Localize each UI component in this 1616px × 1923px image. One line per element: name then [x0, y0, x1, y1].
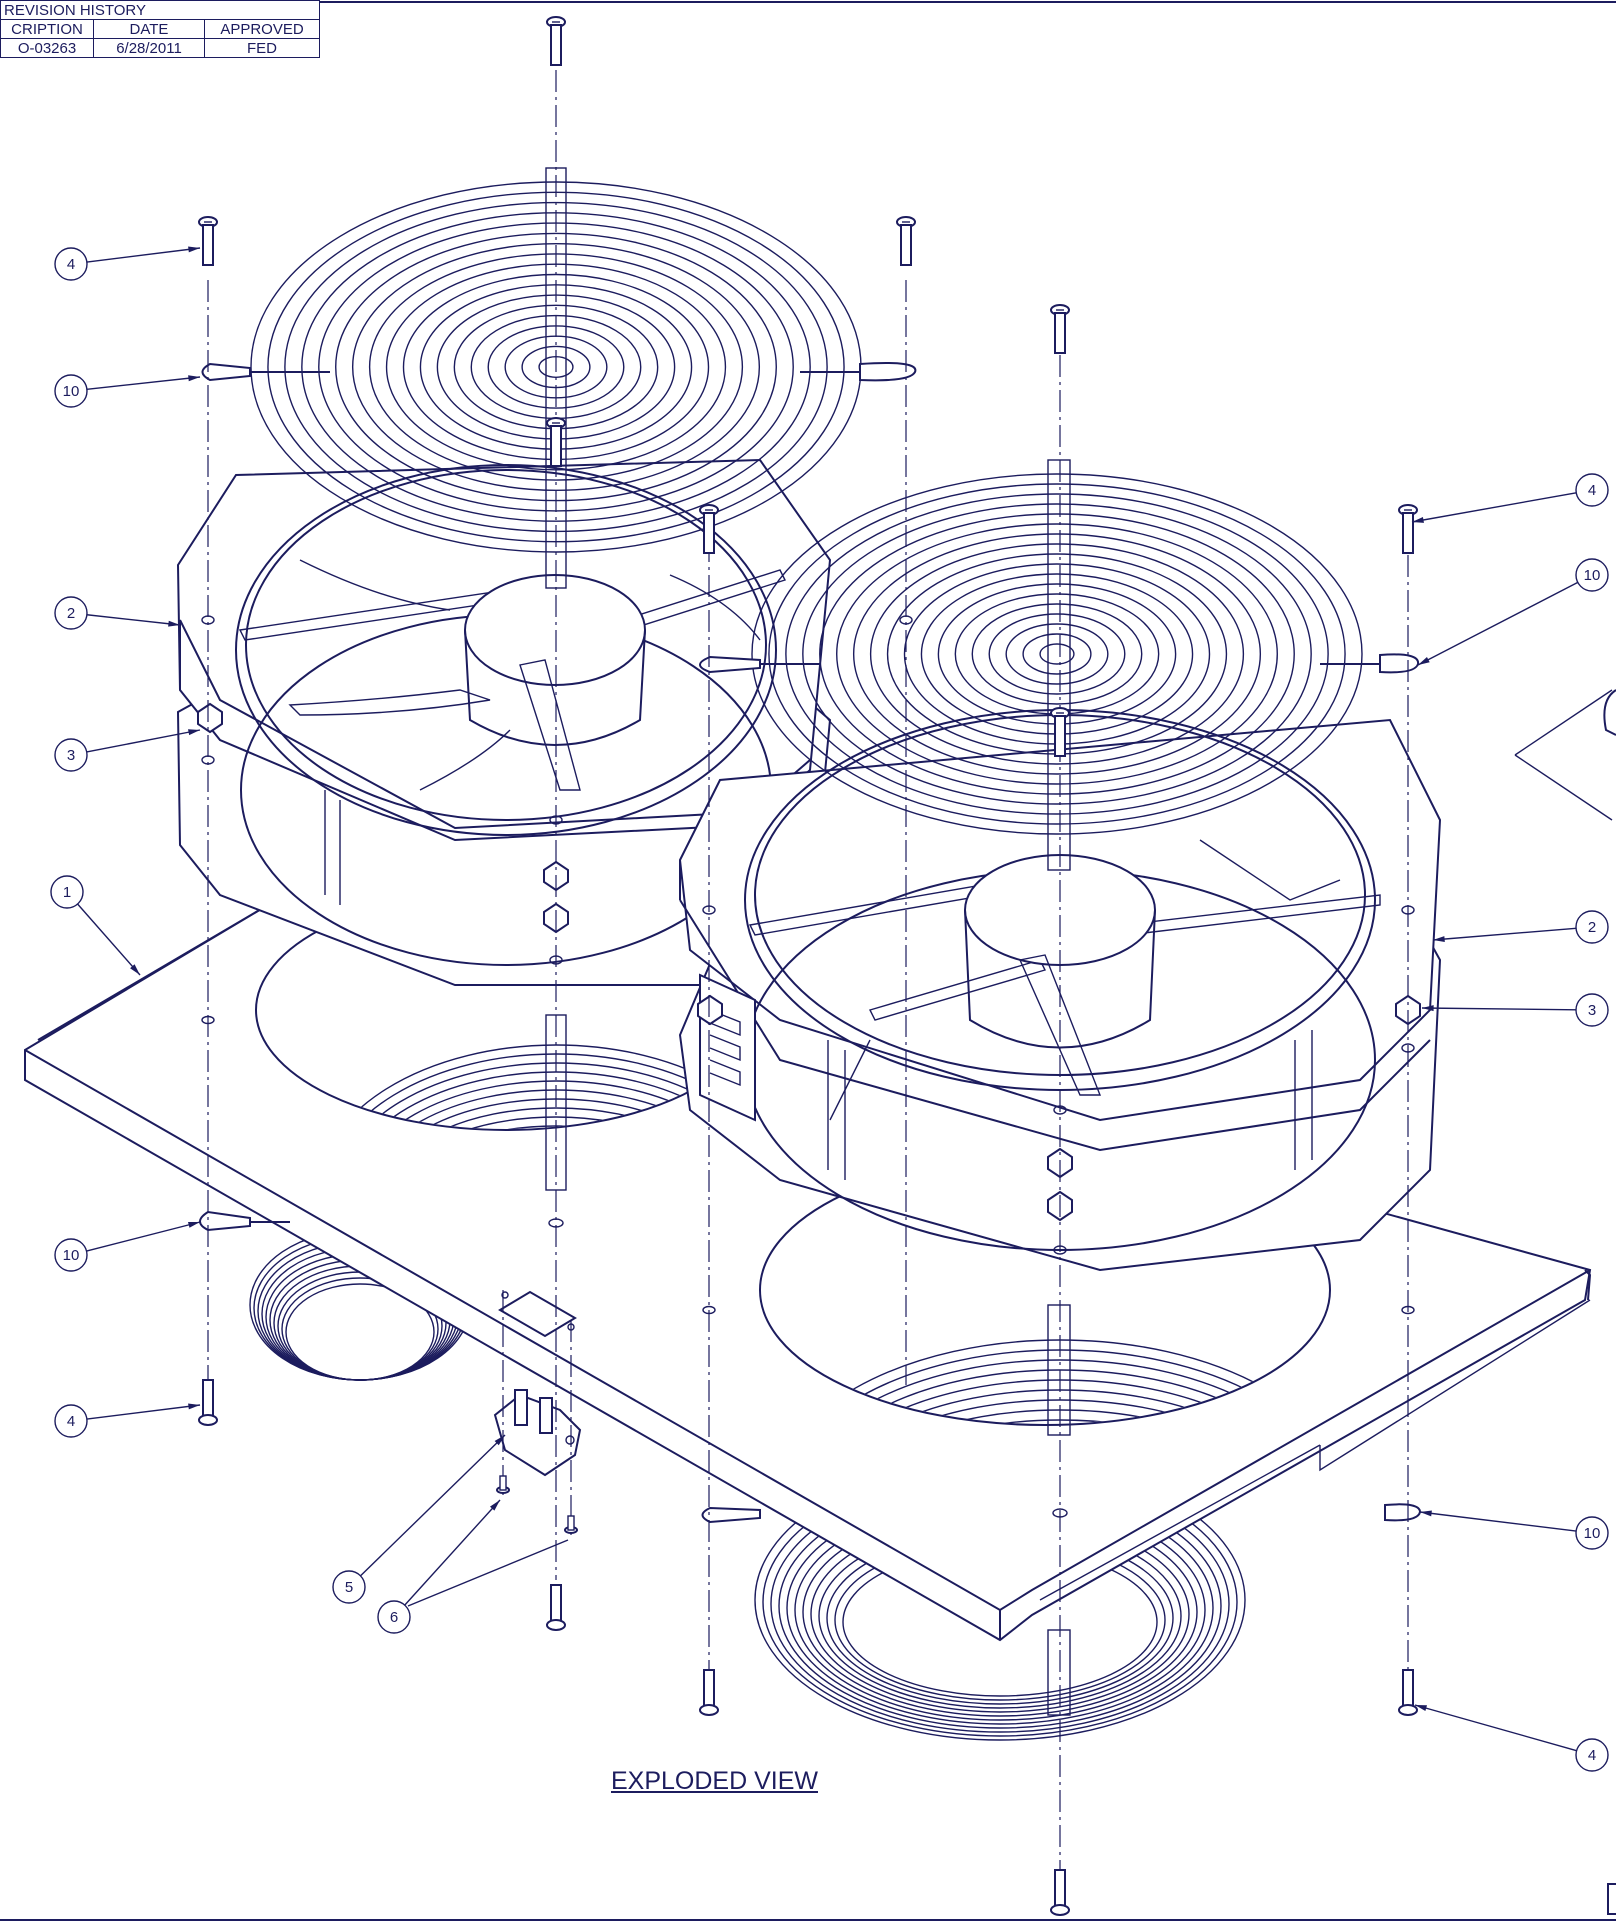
revision-history-table: REVISION HISTORY CRIPTION DATE APPROVED …	[0, 0, 320, 58]
small-screw	[564, 1515, 578, 1534]
screw	[546, 417, 566, 467]
right-lower-guard-ears	[701, 1304, 1422, 1716]
guard-ring-through-hole	[385, 1107, 727, 1129]
revision-history-title: REVISION HISTORY	[0, 0, 320, 20]
balloon-label: 4	[1588, 1747, 1596, 1764]
screw	[699, 1669, 719, 1716]
balloon-label: 4	[67, 256, 75, 273]
guard-ring-through-hole	[355, 1080, 755, 1129]
right-upper-guard-ring	[768, 483, 1346, 825]
guard-ring-through-hole	[395, 1116, 717, 1129]
screw	[1050, 304, 1070, 354]
screw	[1050, 1869, 1070, 1916]
screw	[1398, 1669, 1418, 1716]
balloon-label: 1	[63, 884, 71, 901]
screw	[699, 504, 719, 554]
balloon-label: 4	[1588, 482, 1596, 499]
right-upper-guard-ring	[1005, 623, 1109, 685]
left-fan-housing	[176, 458, 913, 986]
right-upper-guard-ring	[836, 523, 1278, 785]
corner-tick	[1607, 1883, 1616, 1915]
view-title: EXPLODED VIEW	[611, 1767, 818, 1795]
header-date: DATE	[93, 19, 205, 39]
item-balloon: 10	[54, 374, 201, 408]
balloon-label: 3	[67, 747, 75, 764]
item-balloon: 6	[377, 1499, 501, 1634]
item-balloon: 10	[1419, 1510, 1609, 1550]
row-date: 6/28/2011	[93, 38, 205, 58]
screw	[896, 216, 916, 266]
offsheet-detail	[1514, 689, 1616, 821]
item-balloon: 10	[54, 1221, 201, 1272]
left-lower-guard-ring	[285, 1283, 435, 1381]
right-upper-guard-ring	[988, 613, 1126, 695]
right-upper-guard-ring	[1022, 633, 1092, 675]
item-balloon: 2	[54, 596, 181, 630]
balloon-label: 2	[67, 605, 75, 622]
balloon-label: 3	[1588, 1002, 1596, 1019]
item-balloon: 4	[54, 1403, 201, 1438]
power-inlet	[493, 1389, 582, 1477]
right-upper-guard-ring	[1039, 643, 1075, 665]
screws	[198, 16, 1418, 1916]
item-balloons: 4 10 2 3 1 10 4 5 6 4 10 2 3 10 4	[50, 246, 1616, 1772]
balloon-label: 4	[67, 1413, 75, 1430]
balloon-label: 2	[1588, 919, 1596, 936]
item-balloon: 2	[1432, 910, 1609, 944]
left-lower-guard-ears	[199, 1014, 567, 1232]
right-upper-guard-ring	[954, 593, 1160, 715]
item-balloon: 4	[1411, 473, 1609, 523]
item-balloon: 10	[1417, 558, 1609, 666]
right-upper-guard-ring	[852, 533, 1262, 775]
screw	[1398, 504, 1418, 554]
row-approved: FED	[204, 38, 320, 58]
item-balloon: 3	[54, 729, 201, 772]
balloon-label: 6	[390, 1609, 398, 1626]
balloon-label: 10	[1584, 1525, 1601, 1542]
right-upper-guard-ring	[802, 503, 1312, 805]
screw	[546, 16, 566, 66]
item-balloon: 4	[54, 246, 201, 281]
right-upper-guard-ring	[751, 473, 1363, 835]
item-balloon-extra-leader	[407, 1539, 569, 1607]
balloon-label: 10	[63, 1247, 80, 1264]
left-upper-guard	[201, 167, 917, 589]
screw	[1050, 707, 1070, 757]
item-balloon: 1	[50, 875, 141, 976]
row-description: O-03263	[0, 38, 94, 58]
header-approved: APPROVED	[204, 19, 320, 39]
balloon-label: 10	[63, 383, 80, 400]
right-upper-guard-ring	[819, 513, 1295, 795]
right-upper-guard-ring	[869, 543, 1245, 765]
balloon-label: 5	[345, 1579, 353, 1596]
screw	[546, 1584, 566, 1631]
screw	[198, 216, 218, 266]
item-balloon: 5	[332, 1434, 506, 1604]
guard-ring-through-hole	[791, 1359, 1329, 1424]
screw	[198, 1379, 218, 1426]
right-upper-guard-ring	[937, 583, 1177, 725]
right-upper-guard-ring	[971, 603, 1143, 705]
header-description: CRIPTION	[0, 19, 94, 39]
right-upper-guard-ring	[785, 493, 1329, 815]
balloon-label: 10	[1584, 567, 1601, 584]
item-balloon: 4	[1414, 1704, 1609, 1772]
centerlines	[207, 70, 1409, 1875]
item-balloon: 3	[1421, 993, 1609, 1027]
small-screw	[496, 1475, 510, 1494]
